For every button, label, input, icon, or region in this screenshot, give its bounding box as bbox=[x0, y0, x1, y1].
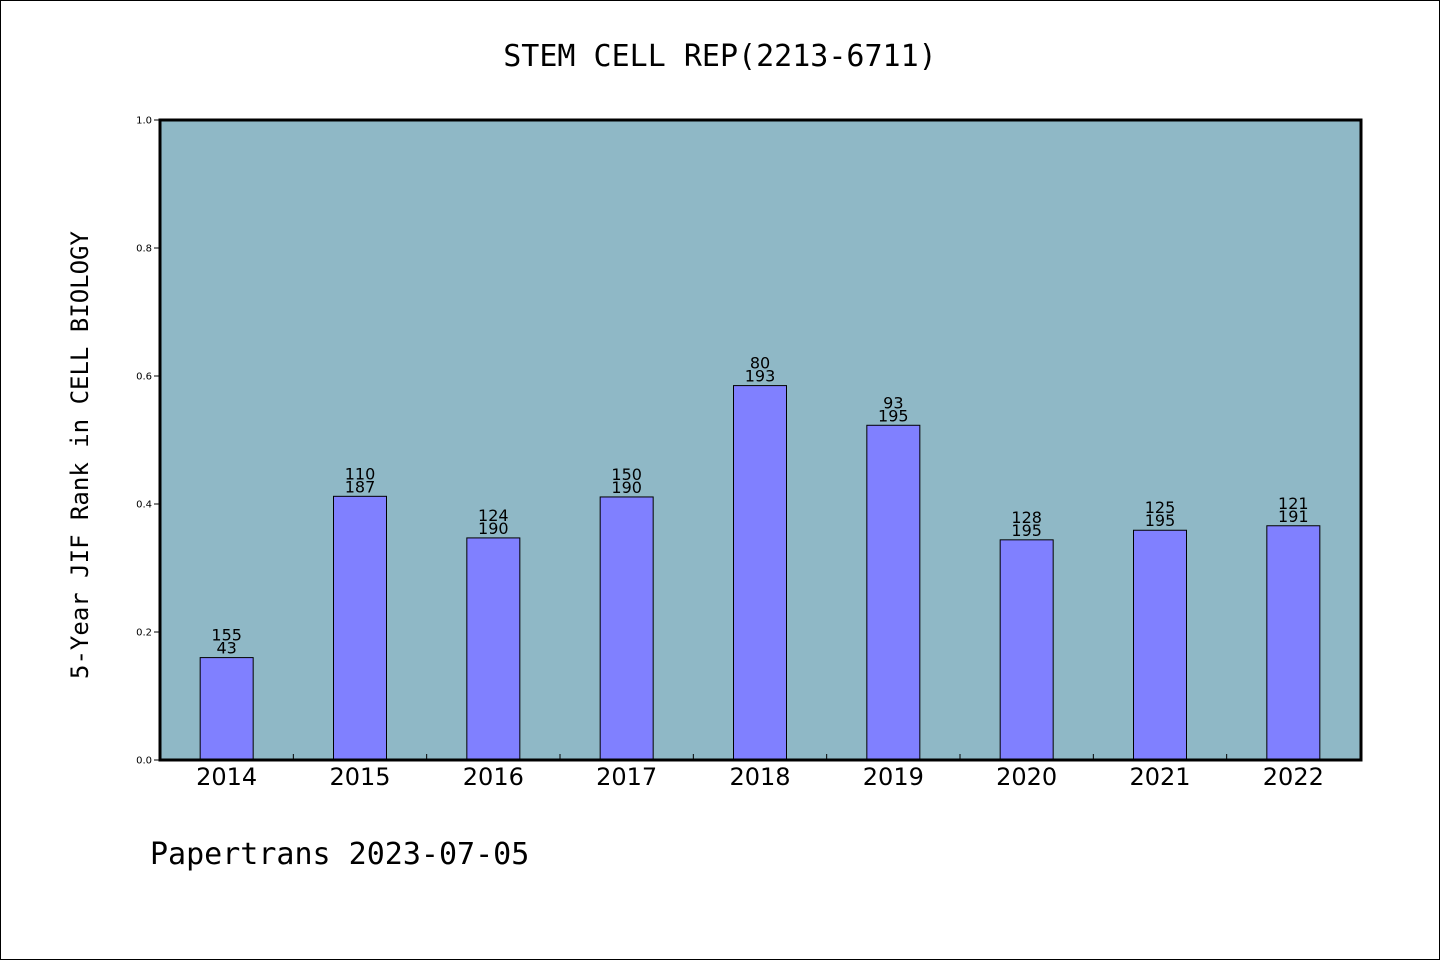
data-label-top: 121 bbox=[1278, 494, 1309, 513]
x-tick-label: 2020 bbox=[996, 763, 1057, 791]
x-tick-label: 2018 bbox=[729, 763, 790, 791]
plot-border bbox=[158, 118, 1363, 762]
data-label-bottom: 190 bbox=[611, 478, 642, 497]
chart-title: STEM CELL REP(2213-6711) bbox=[503, 39, 936, 74]
x-tick-label: 2015 bbox=[329, 763, 390, 791]
x-tick-label: 2021 bbox=[1129, 763, 1190, 791]
bar-2015 bbox=[333, 495, 387, 761]
data-label-top: 93 bbox=[883, 393, 903, 412]
bar-2021 bbox=[1133, 529, 1187, 761]
x-axis: 2014 2015 2016 2017 2018 2019 2020 2021 2022 bbox=[196, 754, 1324, 791]
data-label-top: 155 bbox=[211, 626, 242, 645]
data-label-bottom: 195 bbox=[1145, 511, 1176, 530]
data-label-top: 125 bbox=[1145, 498, 1176, 517]
y-tick-label: 0.6 bbox=[136, 372, 152, 383]
data-label-bottom: 191 bbox=[1278, 507, 1309, 526]
bars-group: 1554311018712419015019080193931951281951… bbox=[199, 354, 1321, 761]
data-label-bottom: 190 bbox=[478, 519, 509, 538]
data-label-top: 150 bbox=[611, 465, 642, 484]
data-label-top: 124 bbox=[478, 506, 509, 525]
data-label-bottom: 195 bbox=[878, 406, 909, 425]
bar-2014 bbox=[199, 657, 254, 761]
data-label-bottom: 193 bbox=[745, 367, 776, 386]
x-tick-label: 2016 bbox=[463, 763, 524, 791]
y-tick-label: 0.2 bbox=[136, 628, 152, 639]
data-label-top: 80 bbox=[750, 354, 770, 373]
x-tick-label: 2017 bbox=[596, 763, 657, 791]
y-tick-label: 0.4 bbox=[136, 500, 152, 511]
x-tick-label: 2019 bbox=[863, 763, 924, 791]
x-tick-label: 2022 bbox=[1263, 763, 1324, 791]
y-tick-label: 0.0 bbox=[136, 756, 152, 767]
bar-2020 bbox=[999, 539, 1054, 761]
y-axis-label: 5-Year JIF Rank in CELL BIOLOGY bbox=[66, 230, 94, 678]
bar-2018 bbox=[733, 385, 787, 761]
x-tick-label: 2014 bbox=[196, 763, 257, 791]
data-label-top: 128 bbox=[1011, 508, 1042, 527]
y-tick-label: 0.8 bbox=[136, 244, 152, 255]
bar-2022 bbox=[1266, 525, 1321, 761]
bar-2017 bbox=[599, 496, 654, 761]
data-label-top: 110 bbox=[345, 464, 376, 483]
bar-2019 bbox=[866, 424, 921, 761]
footer-text: Papertrans 2023-07-05 bbox=[150, 837, 529, 872]
bar-2016 bbox=[466, 537, 521, 761]
data-label-bottom: 187 bbox=[345, 477, 376, 496]
y-axis: 0.0 0.2 0.4 0.6 0.8 1.0 bbox=[136, 116, 160, 767]
data-label-bottom: 195 bbox=[1011, 521, 1042, 540]
y-tick-label: 1.0 bbox=[136, 116, 152, 127]
data-label-bottom: 43 bbox=[216, 639, 236, 658]
